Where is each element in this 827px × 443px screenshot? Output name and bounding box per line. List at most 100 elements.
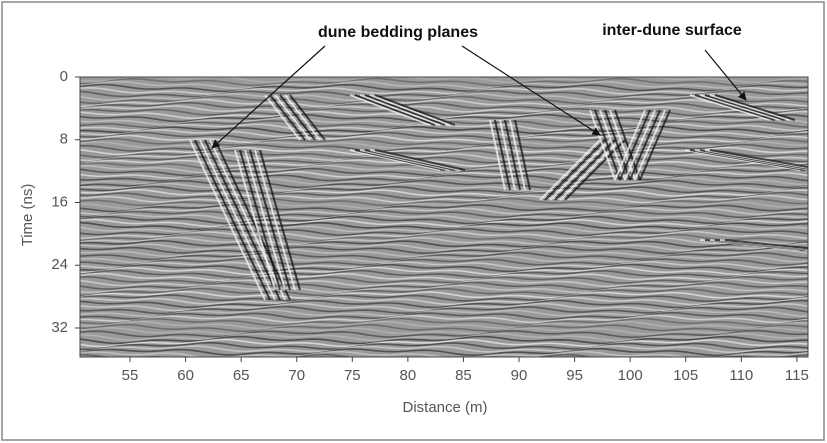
texture [80, 290, 808, 299]
x-tick-label: 85 [455, 367, 472, 384]
texture [80, 309, 808, 318]
texture [80, 272, 808, 282]
texture [80, 105, 808, 114]
x-axis-label: Distance (m) [402, 399, 487, 416]
texture [80, 323, 808, 333]
texture [80, 335, 808, 345]
annotation-arrow [211, 45, 326, 149]
texture [80, 236, 808, 246]
texture [80, 287, 808, 297]
texture [80, 83, 808, 93]
texture [689, 94, 771, 121]
texture [204, 139, 281, 301]
texture [80, 233, 808, 243]
texture [249, 149, 291, 291]
texture [354, 149, 446, 171]
texture [80, 320, 808, 330]
texture [80, 185, 808, 195]
texture [489, 119, 506, 191]
texture [189, 139, 266, 301]
texture [359, 94, 441, 126]
texture [80, 338, 808, 348]
texture [539, 139, 601, 201]
y-tick-label: 16 [51, 193, 68, 210]
texture [704, 94, 786, 121]
texture [264, 94, 301, 141]
texture [80, 215, 808, 225]
texture [80, 179, 808, 189]
texture [594, 109, 621, 181]
texture [694, 94, 776, 121]
texture [80, 77, 808, 87]
texture [369, 149, 461, 171]
texture [80, 227, 808, 237]
x-tick-label: 100 [618, 367, 643, 384]
x-tick-label: 70 [288, 367, 305, 384]
x-tick-label: 75 [344, 367, 361, 384]
x-tick-label: 105 [673, 367, 698, 384]
texture [80, 317, 808, 327]
texture [80, 311, 808, 321]
texture [80, 89, 808, 99]
texture [284, 94, 321, 141]
texture [80, 77, 808, 84]
texture [369, 94, 451, 126]
annotation-arrow [704, 49, 747, 101]
texture [80, 218, 808, 228]
y-tick-label: 0 [60, 68, 68, 85]
plot-border [79, 76, 809, 358]
texture [80, 107, 808, 117]
texture [80, 125, 808, 135]
texture [289, 94, 326, 141]
annotation: dune bedding planes [318, 24, 478, 41]
texture [80, 299, 808, 309]
texture [80, 345, 808, 353]
texture [80, 341, 808, 351]
texture [80, 245, 808, 255]
texture [80, 329, 808, 339]
texture [549, 139, 611, 201]
texture [80, 242, 808, 251]
y-tick-label: 24 [51, 256, 68, 273]
texture [364, 149, 456, 171]
texture [80, 188, 808, 197]
texture [509, 119, 526, 191]
texture [80, 176, 808, 186]
texture [619, 109, 651, 181]
texture [80, 266, 808, 276]
texture [80, 203, 808, 213]
texture [279, 94, 316, 141]
texture [80, 305, 808, 315]
y-axis-label: Time (ns) [19, 184, 36, 247]
texture [194, 139, 271, 301]
texture [80, 254, 808, 264]
texture [80, 275, 808, 284]
texture [374, 94, 456, 126]
texture [80, 263, 808, 273]
x-tick-label: 55 [122, 367, 139, 384]
texture [80, 197, 808, 207]
x-tick-label: 90 [511, 367, 528, 384]
x-tick-label: 65 [233, 367, 250, 384]
texture [269, 94, 306, 141]
texture [364, 94, 446, 126]
texture [80, 182, 808, 192]
texture [209, 139, 286, 301]
x-tick-label: 110 [729, 367, 753, 384]
texture [349, 94, 431, 126]
texture [80, 212, 808, 222]
texture [234, 149, 276, 291]
texture [544, 139, 606, 201]
texture [199, 139, 276, 301]
texture [80, 200, 808, 210]
texture [80, 191, 808, 200]
texture [80, 248, 808, 258]
annotation-arrow [461, 45, 601, 136]
texture [80, 332, 808, 342]
texture [80, 164, 808, 174]
texture [239, 149, 281, 291]
texture [374, 149, 466, 171]
texture [80, 134, 808, 144]
texture [80, 194, 808, 204]
